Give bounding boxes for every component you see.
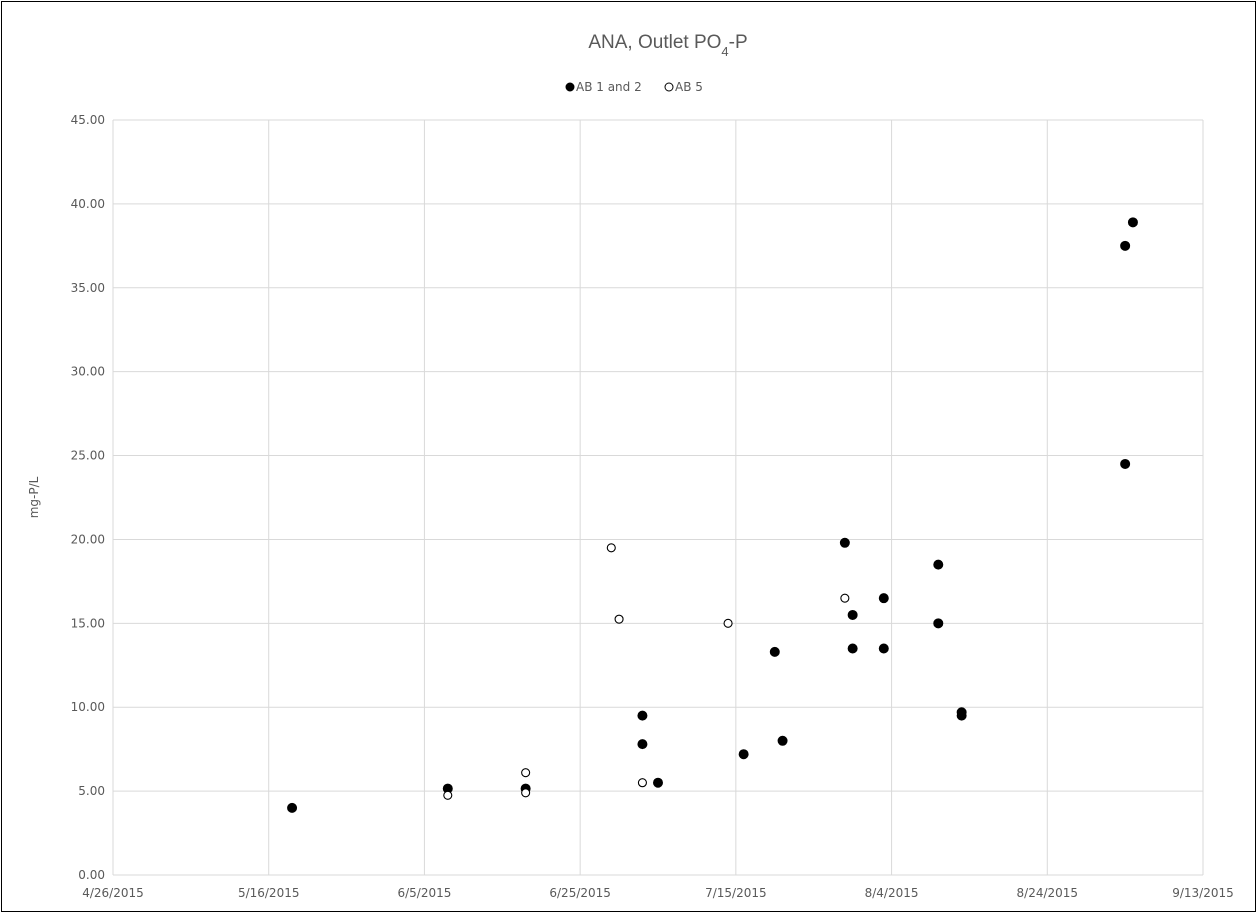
point-ab-5 [723,618,733,628]
point-ab-1-and-2 [637,710,648,721]
point-ab-5 [521,768,531,778]
point-ab-5 [521,788,531,798]
axes [112,120,1203,876]
y-axis-label: mg-P/L [27,476,41,518]
x-tick-label: 7/15/2015 [705,886,767,900]
point-ab-5 [614,614,624,624]
legend-marker [565,82,575,92]
point-ab-1-and-2 [1127,217,1138,228]
x-tick-label: 4/26/2015 [82,886,144,900]
point-ab-1-and-2 [287,802,298,813]
y-tick-label: 15.00 [71,616,105,630]
chart-title: ANA, Outlet PO4-P [588,32,747,59]
x-tick-label: 8/24/2015 [1017,886,1079,900]
point-ab-1-and-2 [933,618,944,629]
point-ab-1-and-2 [847,609,858,620]
point-ab-5 [637,778,647,788]
x-tick-label: 9/13/2015 [1172,886,1234,900]
point-ab-1-and-2 [769,646,780,657]
y-tick-label: 40.00 [71,197,105,211]
x-tick-label: 8/4/2015 [865,886,919,900]
point-ab-1-and-2 [653,777,663,788]
legend-label: AB 5 [675,80,703,94]
y-tick-label: 30.00 [71,365,105,379]
chart-title-main: ANA, Outlet PO [588,32,721,53]
point-ab-1-and-2 [878,593,889,604]
x-tick-label: 5/16/2015 [238,886,300,900]
point-ab-1-and-2 [956,710,967,721]
x-tick-label: 6/25/2015 [549,886,611,900]
point-ab-5 [840,593,850,603]
y-tick-label: 0.00 [78,868,105,882]
y-tick-label: 35.00 [71,281,105,295]
y-tick-label: 45.00 [71,113,105,127]
x-tick-labels: 4/26/2015 5/16/2015 6/5/2015 6/25/2015 7/15/… [82,886,1234,900]
point-ab-1-and-2 [847,643,858,654]
data-points [287,217,1138,813]
point-ab-1-and-2 [839,537,850,548]
point-ab-1-and-2 [878,643,889,654]
point-ab-1-and-2 [738,749,749,760]
point-ab-1-and-2 [637,739,648,750]
chart-title-tail: -P [729,32,748,53]
point-ab-1-and-2 [777,735,788,746]
grid-lines [113,119,1204,875]
point-ab-1-and-2 [933,559,944,570]
x-tick-label: 6/5/2015 [397,886,451,900]
point-ab-1-and-2 [1120,240,1131,251]
chart-legend: AB 1 and 2 AB 5 [565,80,703,94]
chart-title-subscript: 4 [721,44,728,59]
y-tick-label: 25.00 [71,449,105,463]
legend-label: AB 1 and 2 [576,80,642,94]
point-ab-5 [606,543,616,553]
y-tick-label: 10.00 [71,700,105,714]
legend-marker [664,82,674,92]
y-tick-label: 5.00 [78,784,105,798]
point-ab-1-and-2 [1120,458,1131,469]
y-tick-label: 20.00 [71,532,105,546]
point-ab-5 [443,790,453,800]
y-tick-labels: 0.00 5.00 10.00 15.00 20.00 25.00 30.00 35.00 40… [71,113,105,882]
